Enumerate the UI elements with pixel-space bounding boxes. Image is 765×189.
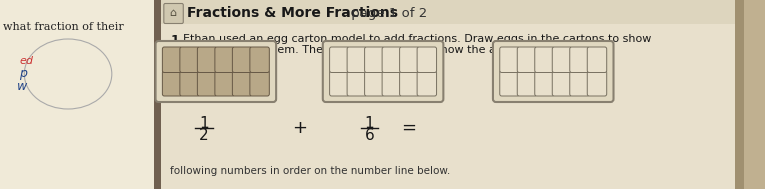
FancyBboxPatch shape: [233, 47, 252, 73]
FancyBboxPatch shape: [399, 70, 419, 96]
FancyBboxPatch shape: [535, 70, 554, 96]
FancyBboxPatch shape: [588, 47, 607, 73]
FancyBboxPatch shape: [417, 70, 437, 96]
FancyBboxPatch shape: [517, 47, 537, 73]
Text: 2: 2: [200, 128, 209, 143]
FancyBboxPatch shape: [162, 47, 182, 73]
FancyBboxPatch shape: [382, 70, 402, 96]
FancyBboxPatch shape: [155, 41, 276, 102]
Text: 1: 1: [200, 115, 209, 130]
FancyBboxPatch shape: [347, 47, 366, 73]
Text: =: =: [401, 119, 416, 137]
Text: w: w: [17, 80, 27, 92]
Text: 1: 1: [365, 115, 374, 130]
FancyBboxPatch shape: [735, 0, 744, 189]
FancyBboxPatch shape: [323, 41, 444, 102]
FancyBboxPatch shape: [535, 47, 554, 73]
FancyBboxPatch shape: [382, 47, 402, 73]
FancyBboxPatch shape: [417, 47, 437, 73]
FancyBboxPatch shape: [158, 43, 274, 100]
FancyBboxPatch shape: [517, 70, 537, 96]
FancyBboxPatch shape: [161, 0, 735, 189]
FancyBboxPatch shape: [161, 0, 735, 24]
FancyBboxPatch shape: [215, 47, 234, 73]
FancyBboxPatch shape: [365, 70, 384, 96]
FancyBboxPatch shape: [250, 70, 269, 96]
FancyBboxPatch shape: [162, 70, 182, 96]
FancyBboxPatch shape: [500, 70, 519, 96]
FancyBboxPatch shape: [570, 47, 589, 73]
Text: ed: ed: [19, 56, 34, 66]
Text: page 1 of 2: page 1 of 2: [347, 6, 428, 19]
FancyBboxPatch shape: [154, 0, 161, 189]
FancyBboxPatch shape: [233, 70, 252, 96]
FancyBboxPatch shape: [552, 70, 571, 96]
Text: Ethan used an egg carton model to add fractions. Draw eggs in the cartons to sho: Ethan used an egg carton model to add fr…: [183, 34, 651, 44]
Text: what fraction of their: what fraction of their: [3, 22, 124, 32]
Text: and solve the problem. Then fill in the blank to show the answer.: and solve the problem. Then fill in the …: [170, 45, 532, 55]
FancyBboxPatch shape: [493, 41, 614, 102]
FancyBboxPatch shape: [552, 47, 571, 73]
FancyBboxPatch shape: [180, 70, 200, 96]
FancyBboxPatch shape: [399, 47, 419, 73]
FancyBboxPatch shape: [365, 47, 384, 73]
FancyBboxPatch shape: [588, 70, 607, 96]
Text: ⌂: ⌂: [170, 8, 177, 18]
FancyBboxPatch shape: [197, 47, 216, 73]
Text: Fractions & More Fractions: Fractions & More Fractions: [187, 6, 398, 20]
FancyBboxPatch shape: [500, 47, 519, 73]
FancyBboxPatch shape: [180, 47, 200, 73]
Text: 6: 6: [365, 128, 374, 143]
FancyBboxPatch shape: [164, 4, 184, 23]
FancyBboxPatch shape: [330, 47, 349, 73]
FancyBboxPatch shape: [330, 70, 349, 96]
Text: 1: 1: [170, 35, 179, 47]
FancyBboxPatch shape: [215, 70, 234, 96]
Text: following numbers in order on the number line below.: following numbers in order on the number…: [170, 166, 451, 176]
Text: +: +: [292, 119, 307, 137]
Text: p: p: [19, 67, 28, 81]
FancyBboxPatch shape: [570, 70, 589, 96]
FancyBboxPatch shape: [0, 0, 154, 189]
FancyBboxPatch shape: [197, 70, 216, 96]
FancyBboxPatch shape: [250, 47, 269, 73]
FancyBboxPatch shape: [347, 70, 366, 96]
